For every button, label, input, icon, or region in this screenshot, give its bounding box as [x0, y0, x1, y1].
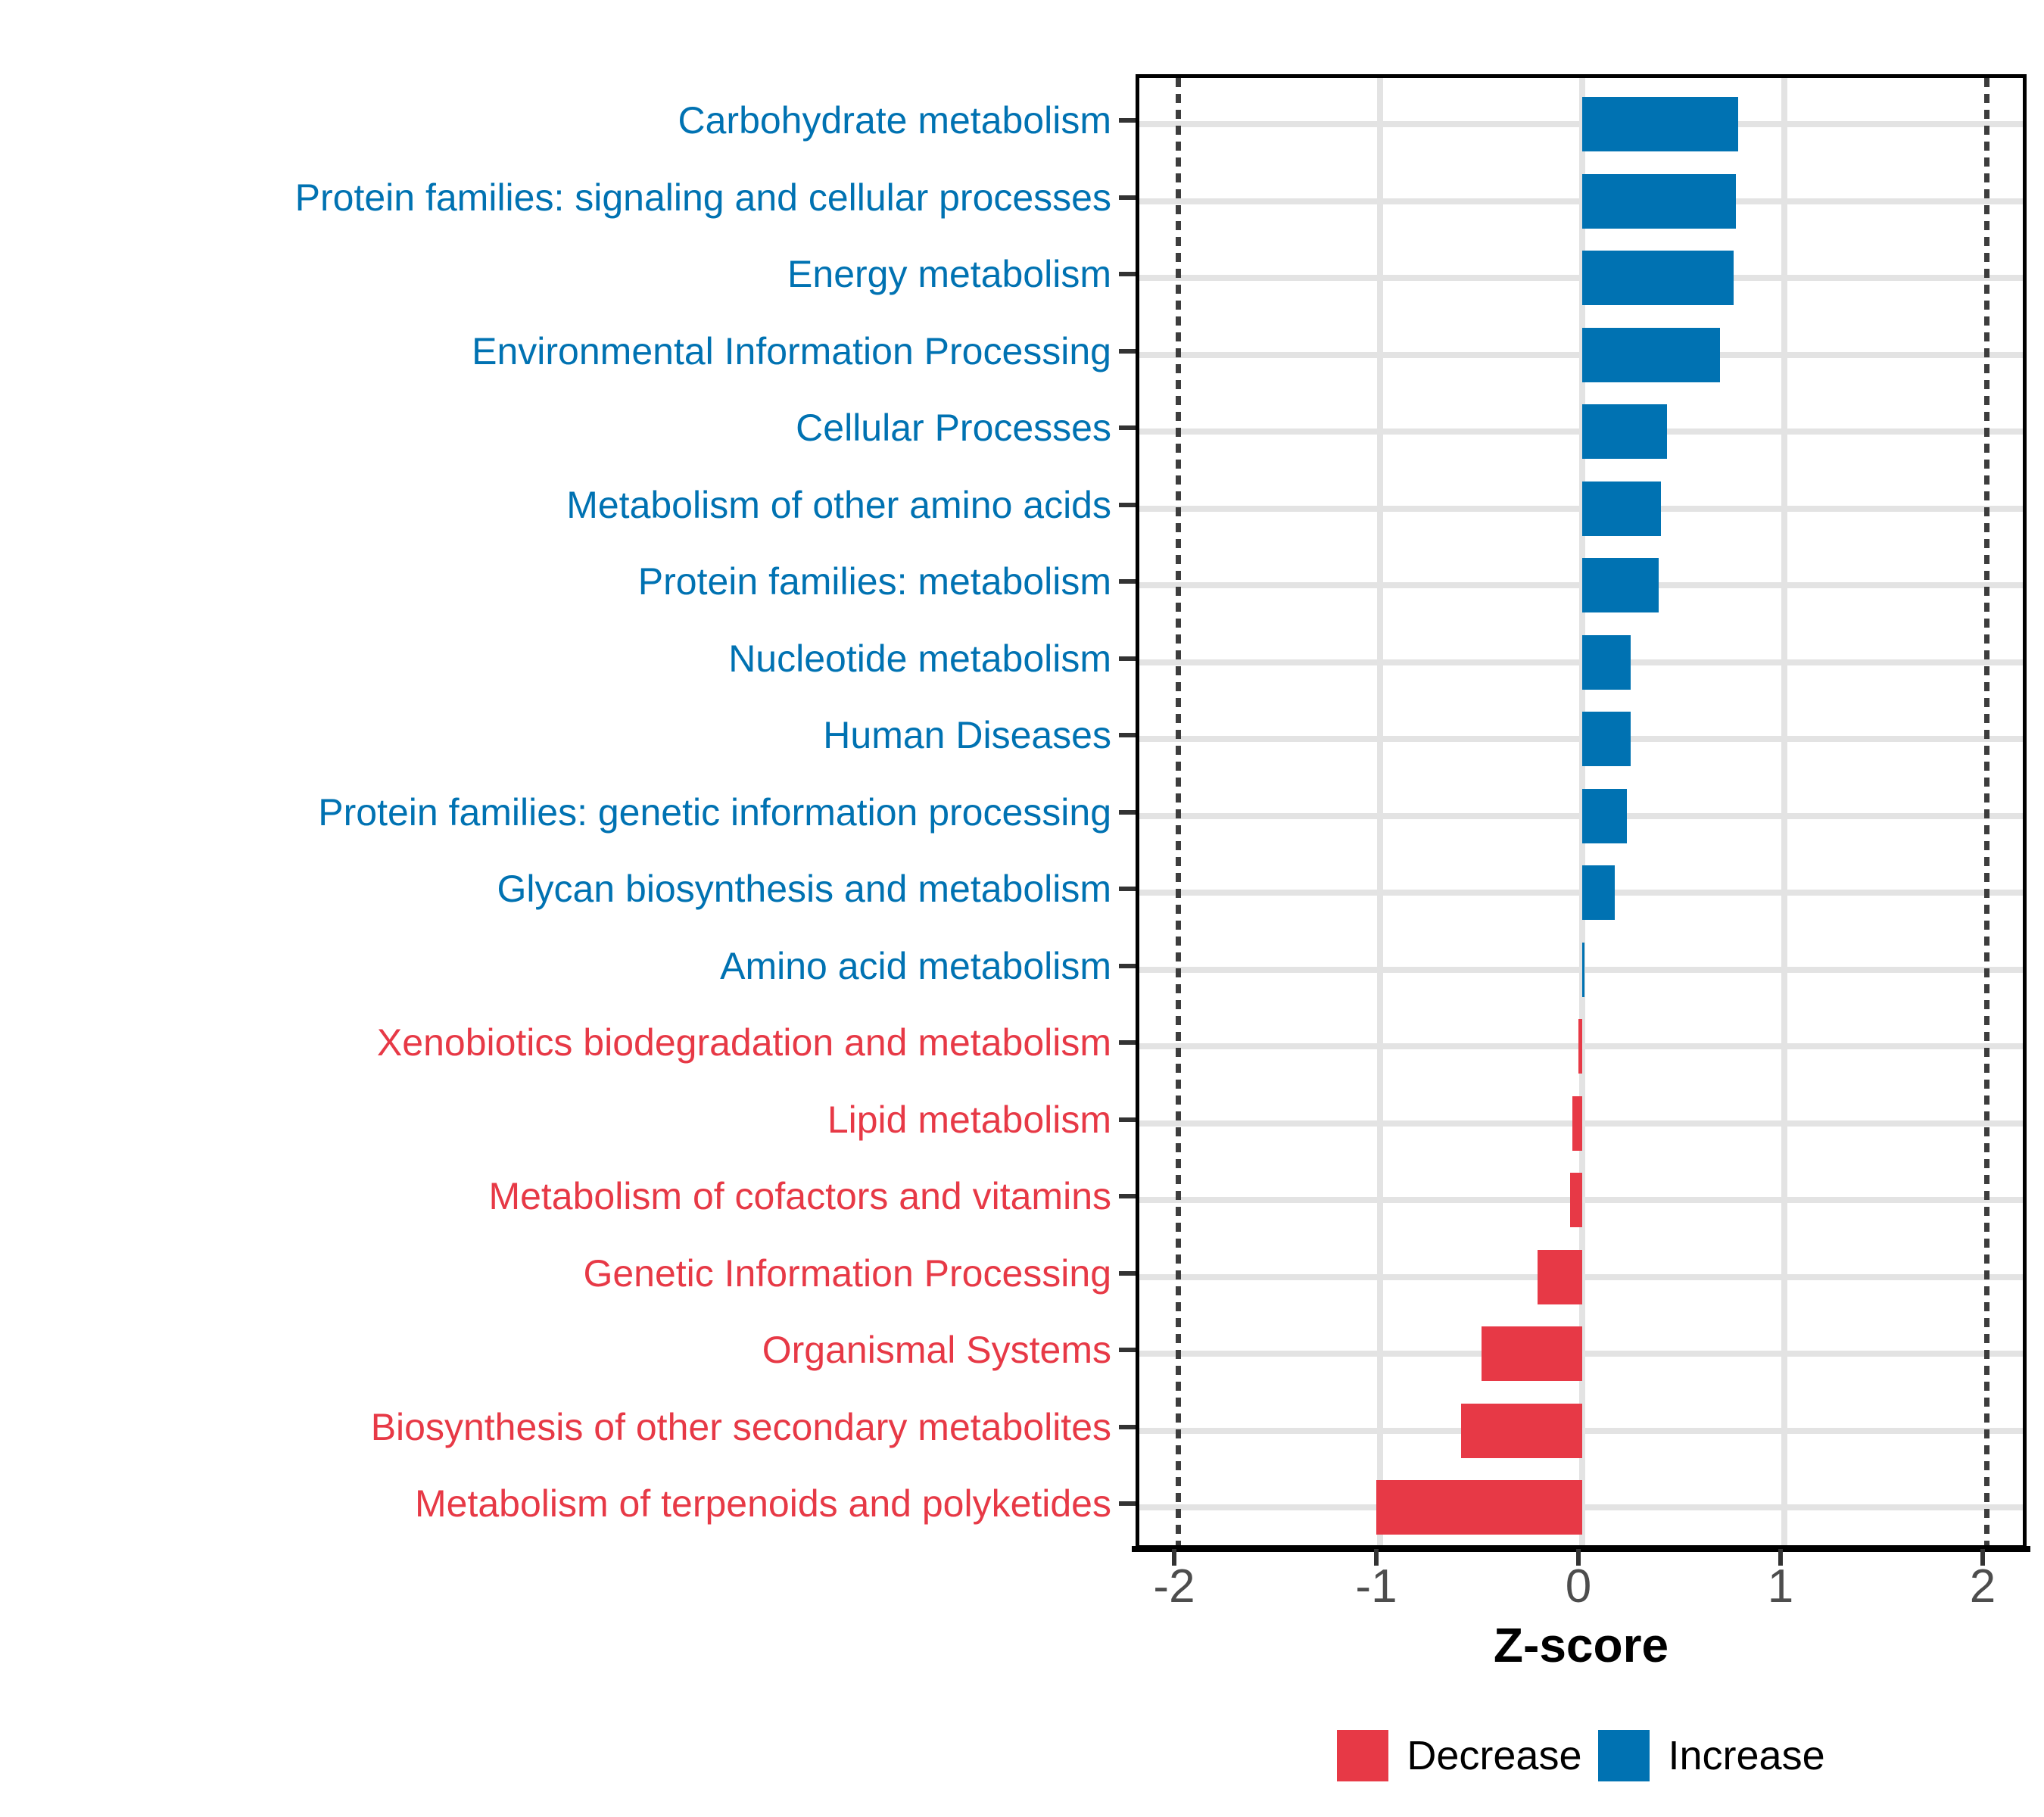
gridline-h-3 [1139, 351, 2023, 358]
bar-3 [1582, 327, 1720, 382]
category-label-0: Carbohydrate metabolism [678, 99, 1112, 142]
bar-10 [1582, 865, 1615, 920]
legend: Decrease Increase [1136, 1728, 2027, 1783]
y-tick-10 [1119, 887, 1136, 891]
y-tick-8 [1119, 733, 1136, 737]
y-tick-11 [1119, 963, 1136, 968]
y-tick-13 [1119, 1117, 1136, 1122]
category-label-9: Protein families: genetic information pr… [318, 790, 1111, 834]
y-tick-14 [1119, 1194, 1136, 1198]
category-label-15: Genetic Information Processing [583, 1251, 1111, 1295]
category-label-12: Xenobiotics biodegradation and metabolis… [376, 1021, 1111, 1064]
category-label-7: Nucleotide metabolism [728, 637, 1111, 680]
x-tick-label-2: 2 [1969, 1560, 1996, 1613]
category-label-1: Protein families: signaling and cellular… [294, 176, 1111, 219]
gridline-h-10 [1139, 890, 2023, 896]
category-label-8: Human Diseases [823, 714, 1111, 756]
y-tick-15 [1119, 1270, 1136, 1276]
y-tick-2 [1119, 272, 1136, 276]
bar-18 [1376, 1480, 1582, 1535]
x-tick-1 [1778, 1549, 1783, 1566]
legend-item-increase: Increase [1598, 1730, 1825, 1781]
bar-15 [1538, 1249, 1582, 1304]
y-tick-17 [1119, 1424, 1136, 1429]
y-tick-1 [1119, 195, 1136, 200]
gridline-h-8 [1139, 736, 2023, 742]
category-label-14: Metabolism of cofactors and vitamins [488, 1175, 1111, 1217]
y-tick-18 [1119, 1501, 1136, 1506]
category-label-4: Cellular Processes [796, 407, 1111, 449]
x-axis-line [1132, 1546, 2030, 1552]
y-tick-5 [1119, 502, 1136, 507]
y-tick-9 [1119, 809, 1136, 815]
bar-5 [1582, 481, 1662, 536]
bar-6 [1582, 558, 1659, 612]
plot-panel [1136, 74, 2027, 1549]
x-tick-label-0: 0 [1565, 1560, 1592, 1613]
category-label-10: Glycan biosynthesis and metabolism [497, 868, 1112, 910]
increase-label: Increase [1668, 1733, 1825, 1778]
gridline-h-9 [1139, 812, 2023, 819]
x-tick-label--1: -1 [1355, 1560, 1397, 1613]
y-tick-12 [1119, 1040, 1136, 1045]
gridline-h-5 [1139, 505, 2023, 512]
bar-13 [1572, 1095, 1582, 1151]
increase-swatch [1598, 1730, 1650, 1781]
reference-line--2 [1176, 78, 1181, 1545]
bar-8 [1582, 712, 1631, 766]
category-label-5: Metabolism of other amino acids [566, 483, 1111, 526]
gridline-h-0 [1139, 121, 2023, 127]
x-tick-label--2: -2 [1153, 1560, 1195, 1613]
gridline-v-1 [1781, 78, 1787, 1545]
category-label-11: Amino acid metabolism [720, 944, 1111, 987]
category-label-18: Metabolism of terpenoids and polyketides [415, 1482, 1111, 1525]
category-label-2: Energy metabolism [787, 253, 1111, 295]
bar-11 [1582, 942, 1584, 997]
x-tick--2 [1172, 1549, 1176, 1566]
y-tick-0 [1119, 118, 1136, 123]
category-label-17: Biosynthesis of other secondary metaboli… [370, 1405, 1111, 1448]
y-tick-4 [1119, 425, 1136, 430]
x-axis-title: Z-score [1493, 1618, 1669, 1672]
bar-12 [1578, 1019, 1582, 1074]
bar-2 [1582, 251, 1734, 305]
gridline-v--1 [1377, 78, 1383, 1545]
legend-item-decrease: Decrease [1337, 1730, 1581, 1781]
reference-line-2 [1984, 78, 1989, 1545]
gridline-h-7 [1139, 659, 2023, 665]
bar-1 [1582, 173, 1736, 229]
bar-7 [1582, 634, 1631, 690]
bar-17 [1460, 1403, 1582, 1458]
bar-4 [1582, 404, 1668, 459]
x-tick-0 [1576, 1549, 1581, 1566]
gridline-h-11 [1139, 966, 2023, 973]
x-tick--1 [1374, 1549, 1379, 1566]
gridline-h-6 [1139, 582, 2023, 588]
bar-9 [1582, 788, 1627, 843]
decrease-label: Decrease [1407, 1733, 1582, 1778]
category-label-16: Organismal Systems [762, 1329, 1111, 1371]
y-tick-3 [1119, 348, 1136, 354]
category-label-13: Lipid metabolism [827, 1098, 1111, 1141]
bar-16 [1481, 1326, 1582, 1381]
gridline-h-4 [1139, 429, 2023, 435]
y-tick-16 [1119, 1348, 1136, 1352]
bar-0 [1582, 97, 1738, 151]
category-label-3: Environmental Information Processing [472, 329, 1111, 372]
decrease-swatch [1337, 1730, 1389, 1781]
gridline-h-1 [1139, 198, 2023, 204]
category-label-6: Protein families: metabolism [637, 560, 1111, 603]
x-tick-2 [1980, 1549, 1985, 1566]
y-tick-7 [1119, 656, 1136, 661]
y-tick-6 [1119, 579, 1136, 584]
x-tick-label-1: 1 [1767, 1560, 1794, 1613]
gridline-h-2 [1139, 275, 2023, 281]
bar-14 [1569, 1173, 1582, 1227]
